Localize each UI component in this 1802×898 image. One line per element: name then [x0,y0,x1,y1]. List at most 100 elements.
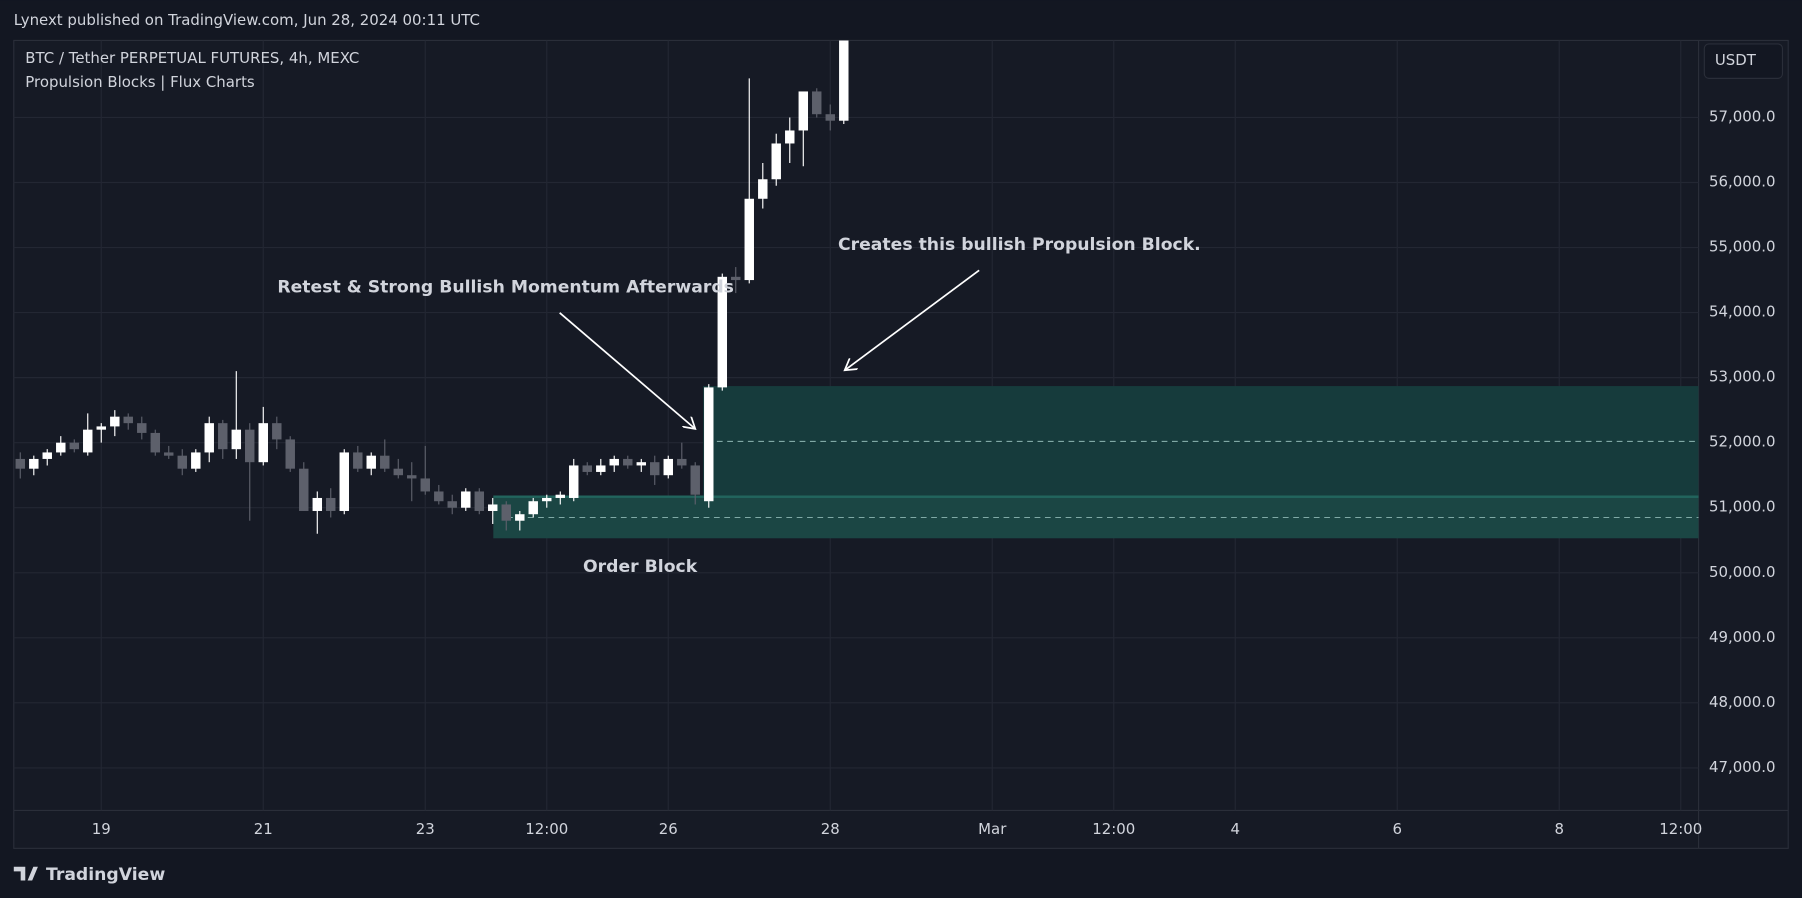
candle-body [785,130,795,144]
candle-body [650,462,660,476]
candle-body [528,501,538,515]
candle-body [83,429,93,453]
y-tick-label: 49,000.0 [1709,628,1776,646]
candle-body [110,416,120,427]
x-tick-label: 4 [1230,820,1240,838]
currency-label[interactable]: USDT [1715,51,1757,69]
candle-body [839,40,849,121]
publisher-note: Lynext published on TradingView.com, Jun… [14,11,480,29]
candle-body [420,478,430,492]
candle-body [299,468,309,511]
candle-body [731,276,741,281]
candle-body [488,504,498,511]
x-tick-label: 26 [659,820,678,838]
annotation: Order Block [583,557,698,577]
candle-body [569,465,579,498]
candle-body [285,439,295,469]
candle-body [339,452,349,511]
candle-body [461,491,471,508]
x-tick-label: 28 [821,820,840,838]
annotation: Retest & Strong Bullish Momentum Afterwa… [277,278,734,298]
y-tick-label: 51,000.0 [1709,498,1776,516]
candle-body [812,91,822,115]
candle-body [474,491,485,511]
candle-body [312,497,323,511]
candle-body [42,452,52,459]
candle-body [56,442,66,453]
logo[interactable] [13,866,38,881]
candle-body [798,91,809,131]
candle-body [447,501,457,508]
candle-body [393,468,404,476]
y-tick-label: 50,000.0 [1709,563,1776,581]
currency-button[interactable] [1703,43,1784,79]
candle-body [596,465,606,472]
brand[interactable]: TradingView [46,865,165,885]
candle-body [771,143,781,180]
candle-body [123,416,133,424]
candle-body [501,504,511,521]
candle-body [582,465,592,472]
zone [703,386,1699,497]
candle-body [717,276,728,388]
candle-body [825,114,835,121]
candle-body [137,423,147,433]
candle-body [515,514,525,521]
candle-body [231,429,242,450]
candle-body [744,198,754,281]
candle-body [218,423,228,450]
y-tick-label: 54,000.0 [1709,303,1776,321]
annotation-arrow [559,312,696,429]
x-tick-label: 8 [1554,820,1564,838]
candle-body [609,458,619,466]
candle-body [69,442,80,450]
x-tick-label: 19 [92,820,111,838]
candle-body [177,455,187,469]
candle-body [542,497,552,502]
x-tick-label: 23 [416,820,435,838]
x-tick-label: 12:00 [1092,820,1135,838]
candle-body [204,423,214,453]
candle-body [245,429,255,463]
logo-mark[interactable] [13,866,38,881]
candle-body [164,452,174,456]
x-tick-label: 12:00 [1659,820,1702,838]
candle-body [96,426,106,430]
y-tick-label: 52,000.0 [1709,433,1776,451]
y-tick-label: 55,000.0 [1709,238,1776,256]
candle-body [690,465,700,495]
y-tick-label: 53,000.0 [1709,368,1776,386]
x-tick-label: 21 [254,820,273,838]
candle-body [704,387,714,502]
candle-body [434,491,444,502]
candle-body [623,458,633,466]
candle-body [663,458,673,476]
candle-body [380,455,390,469]
candle-body [29,458,39,469]
candle-body [407,475,417,479]
chart-title: BTC / Tether PERPETUAL FUTURES, 4h, MEXC [25,49,359,67]
y-tick-label: 57,000.0 [1709,107,1776,125]
chart-subtitle: Propulsion Blocks | Flux Charts [25,73,255,91]
x-tick-label: Mar [978,820,1007,838]
candle-body [150,432,161,453]
candle-body [366,455,376,469]
x-tick-label: 6 [1392,820,1402,838]
annotation: Creates this bullish Propulsion Block. [838,235,1201,255]
candle-body [758,179,768,199]
candle-body [677,458,687,466]
candle-body [272,423,282,440]
candle-body [555,494,566,498]
x-tick-label: 12:00 [525,820,568,838]
candle-body [326,497,336,511]
candle-body [258,423,268,463]
candle-body [191,452,201,469]
candle-body [353,452,363,469]
y-tick-label: 47,000.0 [1709,758,1776,776]
y-tick-label: 48,000.0 [1709,693,1776,711]
annotation-arrow [845,269,980,370]
candle-body [15,458,25,469]
candle-body [636,462,647,466]
y-tick-label: 56,000.0 [1709,173,1776,191]
